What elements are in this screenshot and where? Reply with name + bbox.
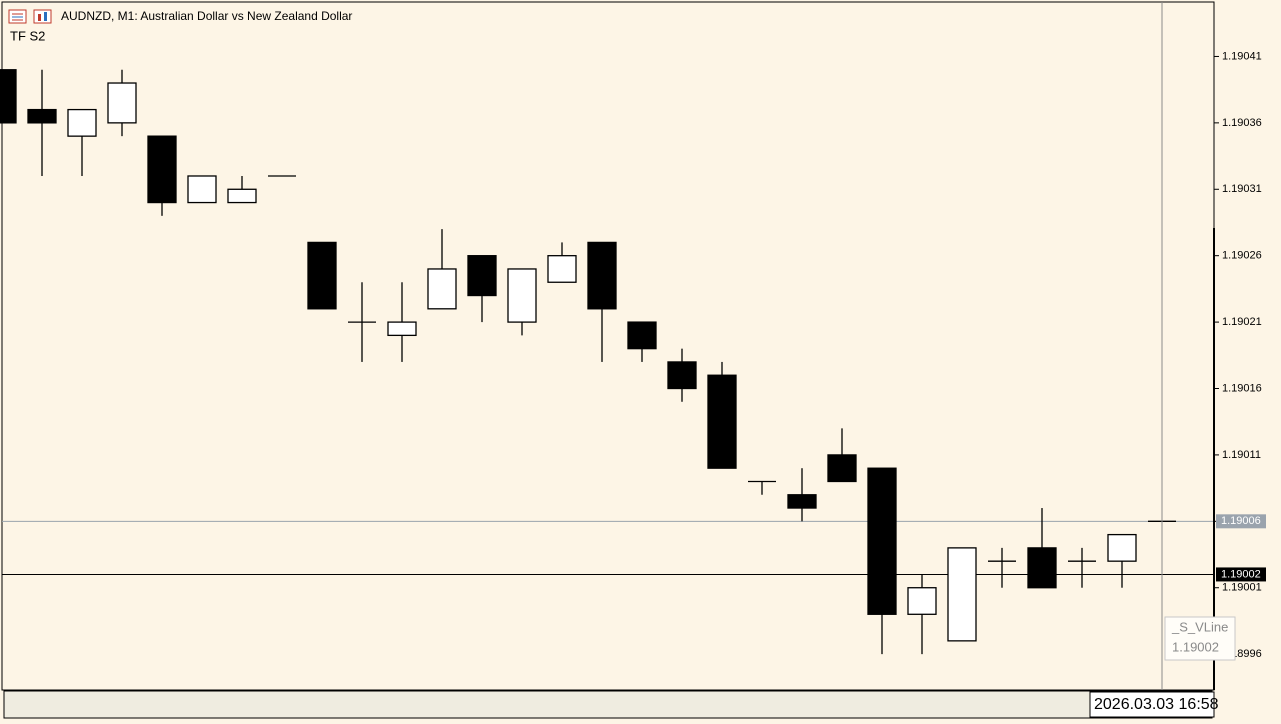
candle [787,468,817,522]
y-tick-label: 1.19026 [1222,250,1262,262]
candle [1068,547,1096,588]
time-label-box [1089,691,1215,718]
tooltip-name: _S_VLine [1171,619,1228,634]
candle [748,480,776,495]
candle [827,428,857,483]
y-tick-label: 1.19001 [1222,582,1262,594]
candle [707,361,737,469]
candle-body [667,361,697,390]
plot [0,69,1214,655]
candle-body [27,108,57,124]
candle-body [867,467,897,615]
candle-body [0,69,17,124]
candle-body [427,268,457,310]
toolbar-icons [8,9,52,24]
candle-body [387,321,417,337]
price-label: 1.19002 [1221,568,1261,580]
candle [867,467,897,655]
tooltip-box [1164,616,1236,661]
price-label-box [1216,567,1266,582]
y-tick-label: 1.19041 [1222,50,1262,62]
candle [427,229,457,310]
icon-chart[interactable] [33,9,52,24]
tooltip: _S_VLine 1.19002 [1164,616,1236,661]
candle [227,175,257,204]
candle-body [707,374,737,469]
candle-body [827,454,857,483]
candle-body [587,241,617,310]
candle-body [227,188,257,204]
candle [67,108,97,176]
candle [1027,508,1057,589]
chart-title: AUDNZD, M1: Australian Dollar vs New Zea… [61,9,352,23]
candle-body [507,268,537,323]
plot-frame [1,1,1215,691]
candle-body [307,241,337,310]
candle [587,241,617,362]
y-tick-label: 1.19021 [1222,316,1262,328]
candle-body [1027,547,1057,589]
candle-body [107,82,137,124]
candle [307,241,337,310]
price-label: 1.19006 [1221,515,1261,527]
candle-body [1107,533,1137,562]
candle-body [947,547,977,642]
candle-body [907,587,937,615]
y-tick-label: 1.19031 [1222,183,1262,195]
candle [507,268,537,336]
candle [348,282,376,362]
candle-body [187,175,217,204]
candle [667,348,697,402]
tooltip-value: 1.19002 [1172,639,1219,654]
candle [27,69,57,176]
candle [547,242,577,283]
candle [187,175,217,204]
candle-body [787,494,817,509]
y-tick-label: 1.19016 [1222,382,1262,394]
icon-bar [44,12,47,21]
candle [947,547,977,642]
candle [907,574,937,655]
candle-body [67,108,97,137]
indicator-label: TF S2 [10,28,45,43]
candle [107,69,137,137]
time-scale-bar [3,690,1213,719]
candle-body [547,255,577,283]
price-label-box [1216,514,1266,529]
candle-body [147,135,177,204]
candle [467,255,497,323]
candle [1107,533,1137,588]
candle-body [467,255,497,297]
icon-bar [38,14,41,21]
y-tick-label: 1.19036 [1222,117,1262,129]
candle [0,69,17,124]
candle [627,321,657,362]
y-tick-label: 1.19011 [1222,449,1261,461]
candle [387,282,417,362]
candle [988,547,1016,588]
time-label: 2026.03.03 16:58 [1094,696,1219,713]
candle [147,135,177,216]
candle-body [627,321,657,350]
